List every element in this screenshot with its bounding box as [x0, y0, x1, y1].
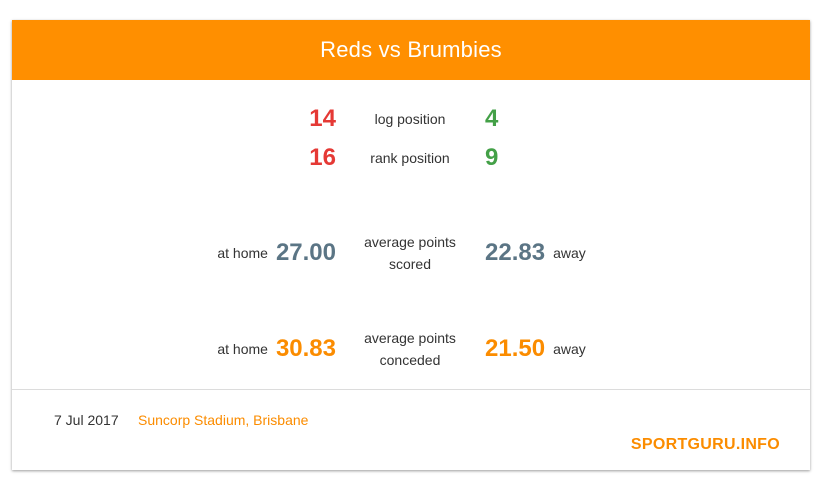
- scored-home-label: at home: [217, 245, 268, 261]
- points-conceded-row: at home 30.83 average points conceded 21…: [12, 326, 810, 372]
- points-scored-row: at home 27.00 average points scored 22.8…: [12, 230, 810, 276]
- log-position-label: log position: [374, 111, 446, 127]
- log-position-row: 14 log position 4: [12, 104, 810, 134]
- away-rank-position: 9: [485, 144, 499, 171]
- scored-away-value: 22.83: [485, 239, 546, 266]
- scored-away-label: away: [553, 245, 586, 261]
- home-log-position: 14: [309, 105, 336, 132]
- conceded-away-value: 21.50: [485, 335, 546, 362]
- match-date: 7 Jul 2017: [54, 412, 119, 428]
- match-card: Reds vs Brumbies 14 log position 4 16 ra…: [12, 20, 810, 470]
- scored-label-line2: scored: [388, 256, 432, 272]
- rank-position-label: rank position: [370, 150, 450, 166]
- conceded-home-label: at home: [217, 341, 268, 357]
- conceded-label-line1: average points: [364, 330, 456, 346]
- home-rank-position: 16: [309, 144, 336, 171]
- match-title: Reds vs Brumbies: [320, 37, 502, 62]
- footer-divider: [12, 389, 810, 390]
- away-log-position: 4: [485, 105, 499, 132]
- brand-link[interactable]: SPORTGURU.INFO: [630, 436, 780, 453]
- match-venue-link[interactable]: Suncorp Stadium, Brisbane: [138, 412, 309, 428]
- rank-position-row: 16 rank position 9: [12, 143, 810, 173]
- scored-home-value: 27.00: [275, 239, 336, 266]
- conceded-home-value: 30.83: [275, 335, 336, 362]
- scored-label-line1: average points: [364, 234, 456, 250]
- conceded-label-line2: conceded: [379, 352, 441, 368]
- match-header: Reds vs Brumbies: [12, 20, 810, 80]
- conceded-away-label: away: [553, 341, 586, 357]
